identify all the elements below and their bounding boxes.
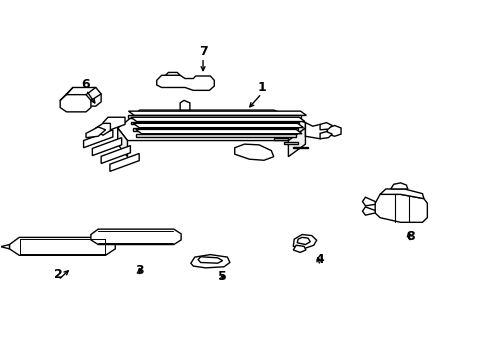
Polygon shape bbox=[133, 128, 297, 131]
Text: 1: 1 bbox=[257, 81, 265, 94]
Polygon shape bbox=[297, 237, 310, 244]
Polygon shape bbox=[131, 122, 299, 125]
Polygon shape bbox=[293, 245, 305, 252]
Polygon shape bbox=[92, 138, 122, 156]
Polygon shape bbox=[293, 147, 307, 148]
Polygon shape bbox=[362, 197, 374, 206]
Polygon shape bbox=[165, 72, 180, 75]
Text: 2: 2 bbox=[54, 268, 62, 281]
Polygon shape bbox=[288, 128, 305, 157]
Polygon shape bbox=[390, 183, 407, 189]
Polygon shape bbox=[198, 257, 222, 263]
Polygon shape bbox=[128, 116, 300, 118]
Polygon shape bbox=[273, 138, 288, 140]
Text: 3: 3 bbox=[135, 264, 143, 277]
Polygon shape bbox=[60, 95, 91, 112]
Polygon shape bbox=[96, 123, 110, 135]
Polygon shape bbox=[91, 229, 181, 244]
Polygon shape bbox=[136, 130, 302, 134]
Polygon shape bbox=[362, 207, 374, 215]
Polygon shape bbox=[320, 132, 331, 139]
Polygon shape bbox=[110, 153, 139, 171]
Polygon shape bbox=[83, 130, 113, 148]
Text: 6: 6 bbox=[81, 78, 90, 91]
Polygon shape bbox=[128, 111, 306, 116]
Polygon shape bbox=[283, 142, 298, 144]
Polygon shape bbox=[9, 237, 115, 255]
Polygon shape bbox=[234, 144, 273, 160]
Polygon shape bbox=[320, 123, 331, 130]
Polygon shape bbox=[190, 255, 229, 268]
Polygon shape bbox=[133, 123, 303, 128]
Polygon shape bbox=[118, 110, 305, 140]
Polygon shape bbox=[66, 87, 101, 106]
Polygon shape bbox=[131, 117, 305, 122]
Polygon shape bbox=[379, 189, 423, 199]
Polygon shape bbox=[118, 128, 127, 157]
Polygon shape bbox=[374, 194, 427, 222]
Text: 5: 5 bbox=[218, 270, 226, 283]
Polygon shape bbox=[86, 127, 105, 138]
Polygon shape bbox=[103, 117, 125, 130]
Polygon shape bbox=[327, 126, 340, 136]
Polygon shape bbox=[305, 123, 327, 139]
Text: 7: 7 bbox=[198, 45, 207, 58]
Polygon shape bbox=[136, 134, 296, 136]
Polygon shape bbox=[101, 145, 130, 163]
Polygon shape bbox=[180, 100, 189, 110]
Polygon shape bbox=[157, 75, 214, 90]
Text: 8: 8 bbox=[405, 230, 414, 243]
Text: 4: 4 bbox=[315, 253, 324, 266]
Polygon shape bbox=[0, 244, 9, 249]
Polygon shape bbox=[293, 234, 316, 248]
